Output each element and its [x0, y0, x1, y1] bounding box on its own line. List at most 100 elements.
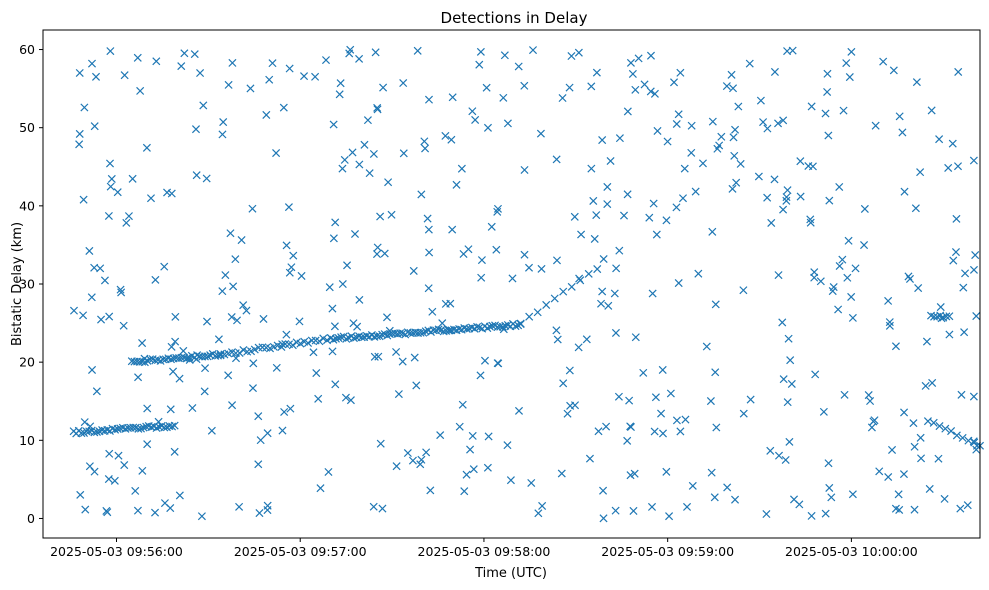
data-point — [824, 459, 833, 468]
data-point — [835, 182, 844, 192]
data-point — [559, 287, 568, 296]
data-point — [191, 125, 201, 134]
data-point — [779, 205, 788, 214]
data-point — [421, 144, 430, 153]
data-point — [649, 199, 658, 208]
data-point — [941, 424, 950, 433]
data-point-x — [202, 317, 212, 326]
data-point-x — [457, 164, 466, 173]
data-point — [277, 342, 286, 351]
data-point — [136, 424, 146, 433]
data-point — [399, 78, 408, 88]
data-point — [778, 318, 787, 327]
data-point-x — [623, 107, 632, 116]
data-point-x — [124, 212, 133, 221]
data-point-x — [594, 427, 603, 436]
data-point — [203, 352, 212, 361]
data-point — [711, 300, 720, 309]
data-point — [964, 436, 973, 445]
data-point-x — [87, 59, 97, 68]
data-point — [960, 328, 969, 337]
data-point-x — [559, 287, 568, 296]
data-point — [200, 387, 209, 396]
data-point — [669, 78, 679, 87]
data-point-x — [905, 274, 914, 283]
data-point — [774, 119, 783, 128]
data-point-x — [879, 57, 888, 66]
data-point-x — [674, 279, 683, 288]
data-point — [959, 283, 968, 292]
data-point-x — [372, 250, 382, 259]
data-point-x — [592, 211, 601, 220]
data-point — [80, 103, 89, 112]
data-point-x — [959, 283, 968, 292]
data-point — [707, 468, 716, 477]
data-point — [268, 59, 277, 68]
data-point — [360, 140, 369, 149]
data-point — [289, 251, 298, 260]
data-point — [106, 47, 115, 56]
data-point-x — [778, 318, 787, 327]
data-point-x — [672, 119, 681, 129]
data-point — [935, 135, 944, 144]
data-point-x — [428, 307, 437, 316]
data-point — [807, 102, 816, 111]
data-point-x — [76, 490, 85, 499]
data-point — [823, 87, 832, 96]
data-point — [835, 261, 844, 271]
data-point-x — [384, 178, 393, 187]
data-point-x — [256, 436, 265, 445]
data-point-x — [650, 427, 659, 436]
data-point — [871, 121, 880, 130]
data-point — [312, 369, 321, 378]
data-point — [900, 187, 909, 196]
data-point-x — [646, 87, 655, 96]
data-point-x — [552, 256, 562, 265]
x-tick-label: 2025-05-03 09:58:00 — [418, 544, 551, 559]
data-point — [488, 321, 497, 330]
data-point-x — [796, 157, 805, 166]
data-point-x — [952, 431, 961, 440]
data-point-x — [827, 493, 836, 502]
data-point — [763, 124, 772, 133]
data-point — [619, 211, 629, 220]
data-point-x — [77, 429, 86, 438]
data-point — [87, 59, 97, 68]
data-point-x — [349, 319, 358, 328]
data-point-x — [110, 476, 119, 485]
data-point — [369, 149, 378, 158]
data-point-x — [392, 347, 401, 356]
data-point — [723, 483, 732, 492]
data-point — [138, 466, 147, 475]
data-point-x — [900, 408, 909, 417]
data-point-x — [848, 490, 857, 499]
data-point — [657, 409, 666, 418]
data-point-x — [589, 196, 598, 205]
data-point — [767, 218, 776, 227]
data-point — [328, 347, 337, 356]
data-point — [500, 51, 509, 60]
data-point — [297, 271, 306, 280]
data-point — [75, 68, 84, 78]
data-point-x — [369, 502, 378, 511]
data-point-x — [410, 353, 419, 362]
data-point-x — [691, 187, 700, 196]
data-point — [79, 311, 88, 320]
data-point-x — [563, 409, 572, 418]
data-point-x — [894, 490, 903, 499]
data-point-x — [848, 313, 857, 322]
data-point-x — [447, 135, 456, 144]
data-point-x — [948, 139, 957, 148]
data-point-x — [900, 187, 909, 196]
data-point — [929, 418, 938, 427]
data-point — [309, 348, 318, 357]
data-point-x — [784, 334, 793, 343]
data-point-x — [113, 188, 122, 197]
data-point-x — [603, 182, 612, 191]
data-point — [558, 94, 567, 103]
data-point-x — [193, 351, 202, 360]
data-point — [711, 368, 720, 377]
data-point — [717, 132, 726, 141]
data-point — [179, 346, 188, 355]
data-point — [448, 93, 457, 102]
